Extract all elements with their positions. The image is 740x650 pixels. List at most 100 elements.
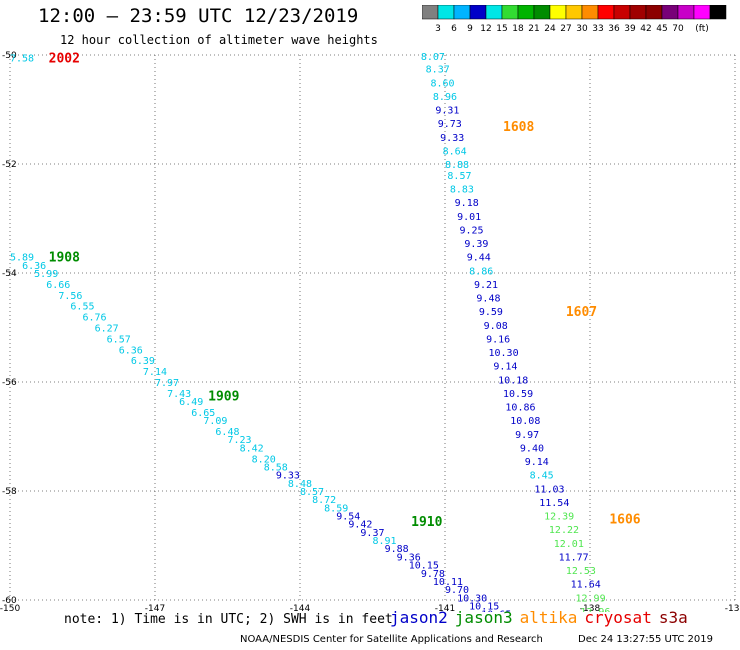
pass-time-label: 1909 [208, 390, 239, 405]
colorbar-tick-label: 27 [560, 24, 571, 34]
map-subtitle: 12 hour collection of altimeter wave hei… [60, 33, 378, 47]
wave-height-value: 9.42 [348, 520, 372, 531]
wave-height-value: 6.27 [95, 324, 119, 335]
wave-height-value: 9.59 [479, 307, 503, 318]
pass-time-label: 1608 [503, 120, 534, 135]
wave-height-value: 8.57 [447, 171, 471, 182]
latitude-tick-label: -60 [2, 596, 17, 606]
colorbar-tick-label: 33 [592, 24, 603, 34]
wave-height-value: 6.36 [22, 261, 46, 272]
wave-height-value: 8.86 [469, 266, 493, 277]
latitude-tick-label: -52 [2, 160, 17, 170]
longitude-tick-label: -141 [435, 604, 455, 612]
colorbar-tick-label: 24 [544, 24, 556, 34]
wave-height-value: 7.14 [143, 367, 167, 378]
wave-height-value: 8.07 [421, 52, 445, 63]
wave-height-value: 6.65 [191, 408, 215, 419]
wave-height-value: 9.16 [486, 334, 510, 345]
colorbar-tick-label: 15 [496, 24, 507, 34]
wave-height-value: 9.14 [493, 362, 517, 373]
wave-height-value: 7.56 [58, 291, 82, 302]
satellite-legend-altika: altika [519, 608, 578, 627]
wave-height-map[interactable]: -150 -147 -144 -141 -138 -135 -50 -52 -54 -56 -58 -… [0, 0, 740, 612]
wave-height-value: 6.76 [83, 313, 107, 324]
wave-height-value: 8.58 [264, 462, 288, 473]
wave-height-value: 9.33 [440, 133, 464, 144]
credit-line: NOAA/NESDIS Center for Satellite Applica… [240, 634, 543, 645]
wave-height-value: 5.99 [34, 269, 58, 280]
colorbar-tick-label: 45 [656, 24, 667, 34]
latitude-tick-label: -58 [2, 487, 17, 497]
wave-height-value: 10.65 [481, 610, 511, 612]
wave-height-value: 8.59 [324, 503, 348, 514]
wave-height-value: 6.36 [119, 345, 143, 356]
wave-height-value: 7.58 [10, 54, 34, 65]
colorbar-tick-label: (ft) [695, 24, 709, 34]
generation-timestamp: Dec 24 13:27:55 UTC 2019 [578, 634, 713, 645]
wave-height-value: 9.14 [525, 457, 549, 468]
wave-height-value: 7.23 [228, 435, 252, 446]
wave-height-value: 6.39 [131, 356, 155, 367]
colorbar-tick-label: 21 [528, 24, 539, 34]
longitude-tick-label: -150 [0, 604, 20, 612]
colorbar-tick-label: 42 [640, 24, 651, 34]
wave-height-value: 9.48 [476, 294, 500, 305]
wave-height-value: 8.37 [426, 65, 450, 76]
colorbar-tick-label: 30 [576, 24, 588, 34]
wave-height-value: 12.99 [576, 593, 606, 604]
wave-height-value: 9.25 [460, 225, 484, 236]
wave-height-value: 12.22 [549, 525, 579, 536]
wave-height-colorbar: 3 6 9 12 15 18 21 24 27 30 33 36 39 42 45 70 (ft) [422, 5, 727, 34]
wave-height-value: 8.20 [252, 454, 276, 465]
wave-height-value: 11.77 [559, 552, 589, 563]
colorbar-tick-label: 9 [467, 24, 473, 34]
wave-height-value: 9.21 [474, 280, 498, 291]
wave-height-value: 9.36 [397, 552, 421, 563]
longitude-tick-label: -135 [725, 604, 740, 612]
latitude-tick-label: -50 [2, 51, 17, 61]
latitude-tick-label: -54 [2, 269, 17, 279]
map-title: 12:00 — 23:59 UTC 12/23/2019 [38, 5, 359, 27]
wave-height-value: 9.54 [336, 512, 360, 523]
wave-height-value: 12.53 [566, 566, 596, 577]
wave-height-value: 9.73 [438, 119, 462, 130]
wave-height-value: 10.30 [457, 593, 487, 604]
wave-height-value: 7.97 [155, 378, 179, 389]
wave-height-value: 8.72 [312, 495, 336, 506]
wave-height-value: 9.31 [435, 106, 459, 117]
wave-height-value: 12.96 [580, 607, 610, 612]
longitude-tick-label: -147 [145, 604, 165, 612]
wave-height-value: 12.39 [544, 512, 574, 523]
satellite-legend: jason2 jason3 altika cryosat s3a [390, 608, 695, 627]
wave-height-value: 8.96 [433, 92, 457, 103]
wave-height-value: 8.64 [443, 146, 467, 157]
wave-height-value: 9.97 [515, 430, 539, 441]
pass-time-label: 1606 [609, 512, 640, 527]
wave-height-value: 10.86 [505, 403, 535, 414]
wave-height-value: 8.57 [300, 487, 324, 498]
colorbar-tick-label: 18 [512, 24, 524, 34]
longitude-tick-label: -144 [290, 604, 311, 612]
wave-height-value: 8.48 [288, 479, 312, 490]
wave-height-value: 11.54 [539, 498, 569, 509]
wave-height-value: 9.08 [484, 321, 508, 332]
wave-height-value: 6.57 [107, 334, 131, 345]
colorbar-tick-label: 70 [672, 24, 684, 34]
wave-height-value: 8.60 [431, 78, 455, 89]
colorbar-swatch [709, 5, 727, 20]
latitude-tick-label: -56 [2, 378, 17, 388]
wave-height-value: 10.18 [498, 375, 528, 386]
longitude-tick-label: -138 [580, 604, 601, 612]
wave-height-value: 5.89 [10, 253, 34, 264]
satellite-legend-cryosat: cryosat [584, 608, 652, 627]
wave-height-value: 9.70 [445, 585, 469, 596]
colorbar-tick-label: 6 [451, 24, 457, 34]
wave-height-value: 8.88 [445, 160, 469, 171]
wave-height-value: 12.01 [554, 539, 584, 550]
wave-height-value: 9.01 [457, 212, 481, 223]
wave-height-value: 9.39 [464, 239, 488, 250]
wave-height-value: 6.48 [215, 427, 239, 438]
wave-height-value: 8.45 [530, 471, 554, 482]
wave-height-value: 9.33 [276, 471, 300, 482]
wave-height-value: 11.03 [534, 484, 564, 495]
